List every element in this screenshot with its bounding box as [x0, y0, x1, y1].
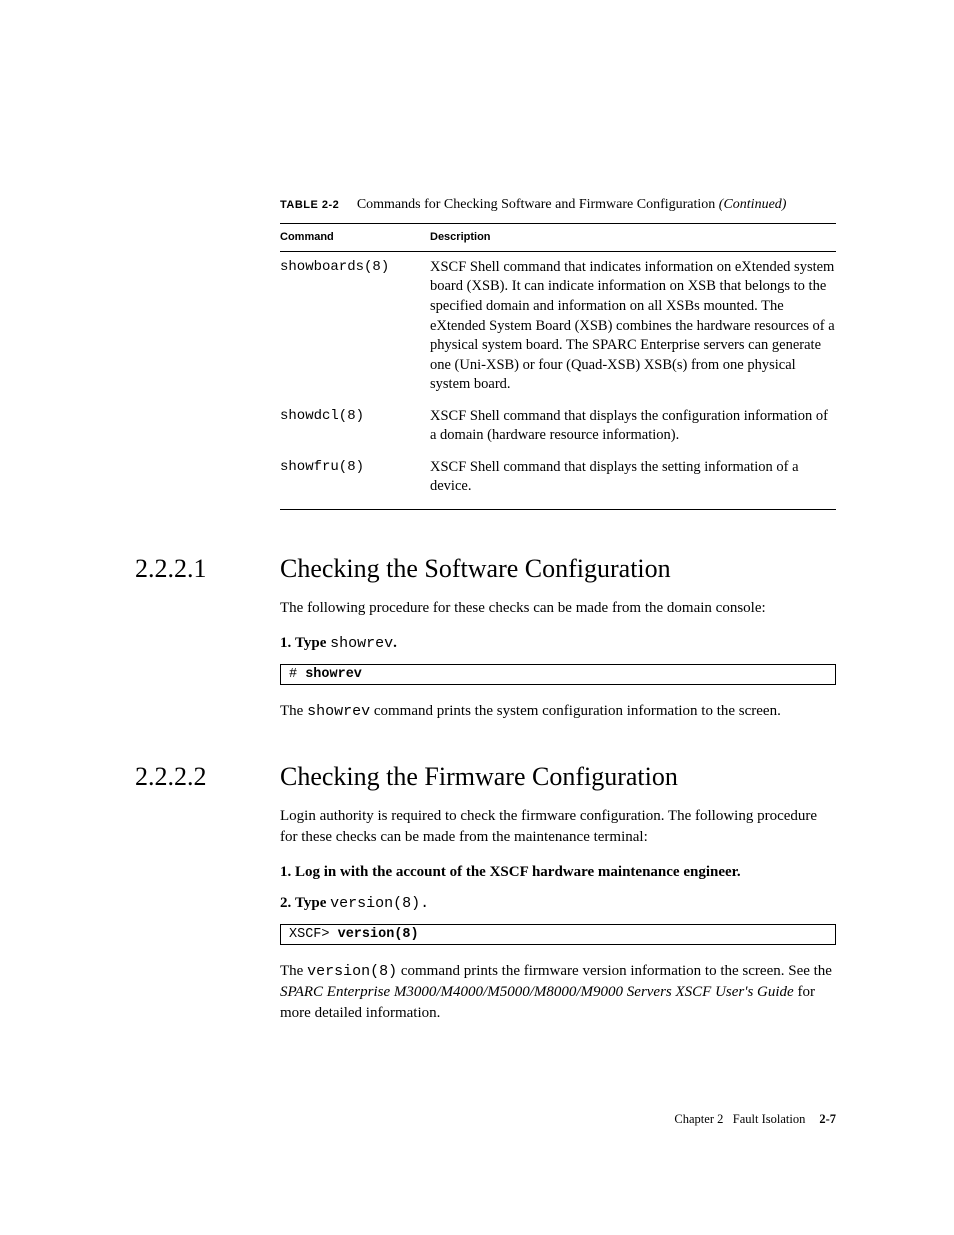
step-1: 1. Type showrev.	[280, 633, 836, 654]
code-box: # showrev	[280, 664, 836, 685]
page-footer: Chapter 2 Fault Isolation 2-7	[674, 1112, 836, 1127]
step-1: 1. Log in with the account of the XSCF h…	[280, 862, 836, 883]
commands-table: Command Description showboards(8) XSCF S…	[280, 223, 836, 510]
step-2: 2. Type version(8).	[280, 893, 836, 914]
step-text: Log in with the account of the XSCF hard…	[295, 864, 741, 880]
outro-pre: The	[280, 703, 307, 719]
step-action: Type	[295, 895, 330, 911]
desc-cell: XSCF Shell command that indicates inform…	[430, 251, 836, 400]
table-caption-main: Commands for Checking Software and Firmw…	[357, 197, 719, 212]
section-2221: 2.2.2.1 Checking the Software Configurat…	[280, 554, 836, 722]
page: TABLE 2-2 Commands for Checking Software…	[0, 0, 954, 1235]
cmd-cell: showboards(8)	[280, 251, 430, 400]
code-cmd: showrev	[305, 667, 362, 682]
outro-italic: SPARC Enterprise M3000/M4000/M5000/M8000…	[280, 984, 794, 1000]
code-box: XSCF> version(8)	[280, 924, 836, 945]
table-row: showdcl(8) XSCF Shell command that displ…	[280, 401, 836, 452]
desc-cell: XSCF Shell command that displays the con…	[430, 401, 836, 452]
table-row: showfru(8) XSCF Shell command that displ…	[280, 452, 836, 510]
outro-cmd: version(8)	[307, 963, 397, 980]
section-number: 2.2.2.1	[135, 554, 255, 584]
footer-page: 2-7	[819, 1112, 836, 1126]
step-period: .	[393, 635, 397, 651]
footer-title: Fault Isolation	[733, 1112, 806, 1126]
table-row: showboards(8) XSCF Shell command that in…	[280, 251, 836, 400]
cmd-cell: showdcl(8)	[280, 401, 430, 452]
section-number: 2.2.2.2	[135, 762, 255, 792]
content-area: TABLE 2-2 Commands for Checking Software…	[280, 197, 836, 1038]
footer-chapter: Chapter 2	[674, 1112, 723, 1126]
section-outro: The version(8) command prints the firmwa…	[280, 961, 836, 1024]
outro-post: command prints the system configuration …	[370, 703, 781, 719]
outro-cmd: showrev	[307, 703, 370, 720]
step-cmd: version(8)	[330, 895, 420, 912]
step-action: Type	[295, 635, 330, 651]
col-header-description: Description	[430, 224, 836, 252]
step-number: 1.	[280, 864, 291, 880]
step-cmd: showrev	[330, 635, 393, 652]
section-intro: Login authority is required to check the…	[280, 806, 836, 848]
outro-pre: The	[280, 963, 307, 979]
col-header-command: Command	[280, 224, 430, 252]
section-title: Checking the Software Configuration	[280, 554, 836, 584]
step-number: 1.	[280, 635, 291, 651]
cmd-cell: showfru(8)	[280, 452, 430, 510]
outro-mid: command prints the firmware version info…	[397, 963, 832, 979]
table-caption-suffix: (Continued)	[719, 197, 787, 212]
code-prompt: #	[289, 667, 305, 682]
section-intro: The following procedure for these checks…	[280, 598, 836, 619]
step-number: 2.	[280, 895, 291, 911]
section-title: Checking the Firmware Configuration	[280, 762, 836, 792]
table-label: TABLE 2-2	[280, 199, 339, 211]
code-cmd: version(8)	[338, 927, 419, 942]
section-outro: The showrev command prints the system co…	[280, 701, 836, 722]
section-2222: 2.2.2.2 Checking the Firmware Configurat…	[280, 762, 836, 1024]
table-caption: TABLE 2-2 Commands for Checking Software…	[280, 197, 836, 213]
desc-cell: XSCF Shell command that displays the set…	[430, 452, 836, 510]
step-period: .	[420, 895, 429, 912]
code-prompt: XSCF>	[289, 927, 338, 942]
